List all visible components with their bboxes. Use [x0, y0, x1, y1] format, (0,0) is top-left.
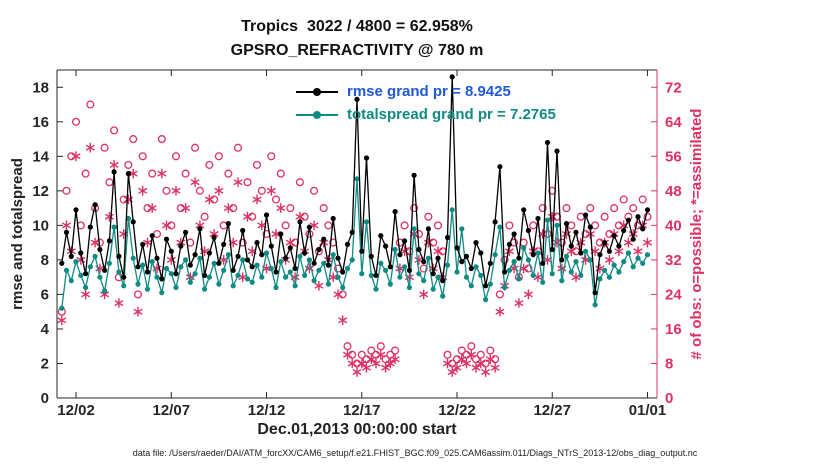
svg-text:16: 16 [665, 321, 682, 338]
svg-text:8: 8 [665, 355, 673, 372]
chart-title: Tropics 3022 / 4800 = 62.958% [241, 18, 473, 35]
svg-text:32: 32 [665, 252, 682, 269]
totalspread-legend-glyph [296, 108, 338, 122]
svg-text:64: 64 [665, 114, 682, 131]
svg-text:12/07: 12/07 [153, 402, 191, 419]
svg-text:6: 6 [41, 286, 49, 303]
rmse-legend-glyph [296, 85, 338, 99]
plot-background [57, 70, 657, 398]
svg-text:16: 16 [32, 114, 49, 131]
svg-text:12/27: 12/27 [533, 402, 571, 419]
chart-subtitle: GPSRO_REFRACTIVITY @ 780 m [230, 42, 484, 59]
y-axis-right: 0 8 16 24 32 40 48 56 64 72 [651, 79, 682, 407]
svg-text:56: 56 [665, 148, 682, 165]
svg-text:8: 8 [41, 252, 49, 269]
rmse-legend-dot [313, 87, 321, 96]
svg-text:0: 0 [665, 390, 673, 407]
svg-text:2: 2 [41, 355, 49, 372]
svg-text:24: 24 [665, 286, 682, 303]
totalspread-series [59, 176, 651, 311]
svg-text:18: 18 [32, 79, 49, 96]
legend: rmse grand pr = 8.9425 totalspread grand… [296, 80, 556, 126]
y-axis-right-label: # of obs: o=possible; *=assimilated [688, 108, 705, 360]
data-file-caption: data file: /Users/raeder/DAI/ATM_forcXX/… [132, 448, 698, 458]
svg-text:48: 48 [665, 183, 682, 200]
svg-text:72: 72 [665, 79, 682, 96]
svg-text:0: 0 [41, 390, 49, 407]
svg-text:12/17: 12/17 [343, 402, 381, 419]
legend-row-totalspread: totalspread grand pr = 7.2765 [296, 103, 556, 126]
rmse-legend-label: rmse grand pr = 8.9425 [347, 83, 511, 100]
svg-text:12: 12 [32, 183, 49, 200]
svg-text:4: 4 [41, 321, 50, 338]
totalspread-legend-label: totalspread grand pr = 7.2765 [347, 106, 556, 123]
totalspread-legend-dot [313, 110, 321, 119]
y-axis-left: 0 2 4 6 8 10 12 14 16 18 [32, 79, 63, 407]
svg-text:10: 10 [32, 217, 49, 234]
svg-text:14: 14 [32, 148, 49, 165]
x-axis: 12/02 12/07 12/12 12/17 12/22 12/27 01/01 [57, 70, 666, 419]
legend-row-rmse: rmse grand pr = 8.9425 [296, 80, 556, 103]
y-axis-left-label: rmse and totalspread [9, 158, 26, 310]
svg-text:40: 40 [665, 217, 682, 234]
svg-text:01/01: 01/01 [629, 402, 667, 419]
svg-text:12/02: 12/02 [57, 402, 95, 419]
svg-text:12/22: 12/22 [438, 402, 476, 419]
plot-frame [56, 69, 658, 399]
rmse-series [59, 74, 651, 296]
x-axis-label: Dec.01,2013 00:00:00 start [257, 421, 457, 438]
svg-text:12/12: 12/12 [248, 402, 286, 419]
